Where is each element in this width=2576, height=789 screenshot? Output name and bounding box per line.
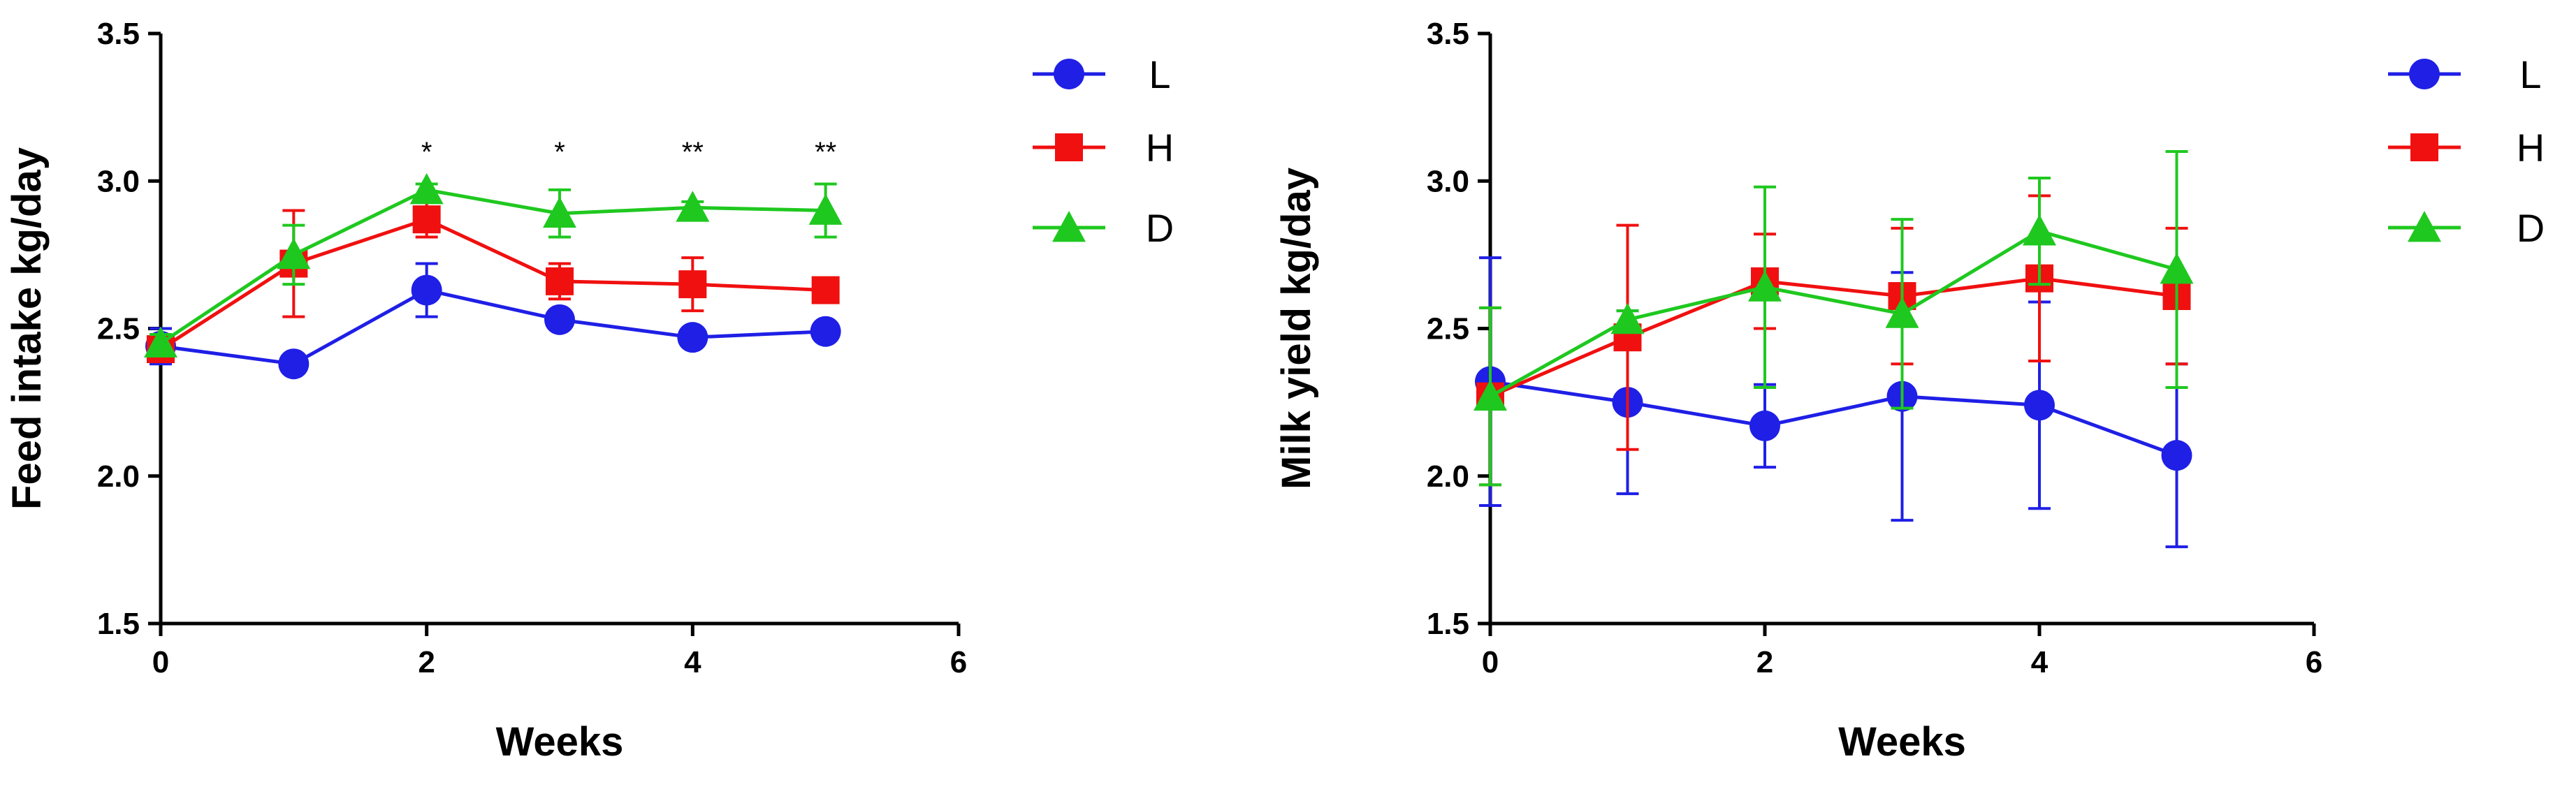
legend: LHD xyxy=(2388,52,2545,250)
legend-label: D xyxy=(1146,206,1174,250)
x-tick-label: 2 xyxy=(418,645,435,679)
x-axis-title: Weeks xyxy=(1838,719,1966,765)
legend-item-H: H xyxy=(1033,126,1174,170)
data-point xyxy=(808,193,843,225)
data-point xyxy=(144,326,177,358)
series-line xyxy=(1490,276,2177,398)
legend-item-H: H xyxy=(2388,126,2545,170)
legend: LHD xyxy=(1033,52,1174,250)
y-tick-label: 3.5 xyxy=(1427,17,1469,51)
data-point xyxy=(678,270,707,299)
legend-marker xyxy=(1055,133,1083,161)
y-tick-label: 3.0 xyxy=(97,164,140,198)
data-point xyxy=(277,237,311,270)
x-axis-title: Weeks xyxy=(496,719,624,765)
data-point xyxy=(412,205,441,234)
data-point xyxy=(2023,214,2056,246)
x-tick-label: 0 xyxy=(152,645,169,679)
series-D xyxy=(1473,150,2194,487)
legend-label: D xyxy=(2517,206,2545,250)
data-point xyxy=(810,316,841,347)
y-tick-label: 2.0 xyxy=(97,459,140,494)
data-point xyxy=(811,276,840,304)
y-tick-label: 1.5 xyxy=(97,607,140,641)
legend-label: H xyxy=(2517,126,2545,170)
legend-label: L xyxy=(1149,52,1170,96)
y-tick-label: 3.5 xyxy=(97,17,140,51)
legend-item-L: L xyxy=(2388,52,2542,96)
y-tick-label: 1.5 xyxy=(1427,607,1469,641)
x-tick-label: 0 xyxy=(1482,645,1499,679)
legend-item-L: L xyxy=(1033,52,1171,96)
series-L xyxy=(145,262,841,380)
legend-item-D: D xyxy=(2388,206,2545,250)
data-point xyxy=(411,274,442,306)
x-tick-label: 4 xyxy=(684,645,701,679)
legend-label: H xyxy=(1146,126,1174,170)
legend-item-D: D xyxy=(1033,206,1174,250)
legend-marker xyxy=(2410,133,2438,161)
series-line xyxy=(159,217,826,351)
data-point xyxy=(676,191,710,222)
data-point xyxy=(278,348,310,380)
data-point xyxy=(2024,390,2055,421)
series-line xyxy=(1490,380,2178,457)
significance-label: * xyxy=(421,137,432,168)
chart-panel-2: 1.5 2.0 2.5 3.0 3.5 0 2 4 6 Weeks Milk yield kg/da… xyxy=(1274,17,2545,765)
legend-label: L xyxy=(2519,52,2541,96)
data-point xyxy=(1749,410,1780,441)
legend-marker xyxy=(2409,59,2440,89)
legend-marker xyxy=(1052,211,1086,242)
x-tick-label: 4 xyxy=(2031,645,2049,679)
legend-marker xyxy=(1054,59,1084,89)
data-point xyxy=(1885,297,1919,328)
data-point xyxy=(2160,253,2194,284)
legend-marker xyxy=(2408,211,2441,242)
data-point xyxy=(1610,302,1645,334)
data-point xyxy=(546,267,574,295)
y-tick-label: 2.5 xyxy=(97,312,140,346)
x-tick-label: 6 xyxy=(950,645,967,679)
data-point xyxy=(677,322,708,353)
significance-label: * xyxy=(554,137,565,168)
y-axis-title: Milk yield kg/day xyxy=(1274,168,1319,489)
x-tick-label: 6 xyxy=(2306,645,2322,679)
y-tick-label: 2.0 xyxy=(1427,459,1469,494)
significance-label: ** xyxy=(682,137,704,168)
y-axis-title: Feed intake kg/day xyxy=(4,147,50,510)
series-line xyxy=(1489,229,2178,398)
data-point xyxy=(409,172,444,205)
data-point xyxy=(1473,379,1507,411)
series-D xyxy=(144,172,843,358)
series-line xyxy=(159,188,826,345)
data-point xyxy=(2161,440,2192,471)
series-line xyxy=(160,288,826,366)
significance-label: ** xyxy=(815,137,836,168)
x-tick-label: 2 xyxy=(1756,645,1773,679)
data-point xyxy=(543,196,576,228)
y-tick-label: 2.5 xyxy=(1427,312,1469,346)
data-point xyxy=(544,304,575,335)
chart-panel-1: 1.5 2.0 2.5 3.0 3.5 0 2 4 6 Weeks Feed intake kg/d… xyxy=(4,17,1174,765)
data-point xyxy=(1748,270,1782,302)
series-H xyxy=(1476,194,2191,487)
y-tick-label: 3.0 xyxy=(1427,164,1469,198)
